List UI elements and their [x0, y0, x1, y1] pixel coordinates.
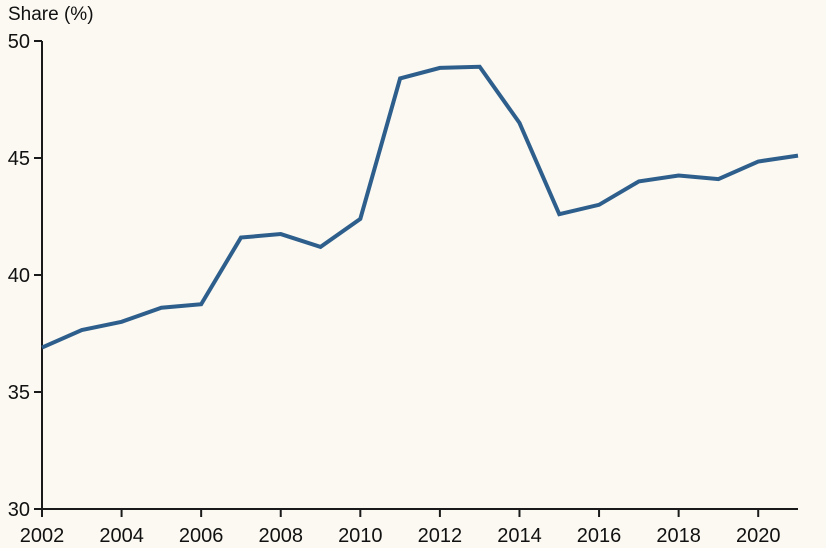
- x-tick-label: 2006: [179, 525, 224, 547]
- x-tick-label: 2018: [656, 525, 701, 547]
- x-tick-label: 2020: [736, 525, 781, 547]
- x-tick-label: 2004: [99, 525, 144, 547]
- x-tick-label: 2010: [338, 525, 383, 547]
- x-tick-label: 2014: [497, 525, 542, 547]
- x-tick-label: 2002: [20, 525, 65, 547]
- x-tick-label: 2016: [577, 525, 622, 547]
- data-line: [41, 64, 799, 350]
- y-tick-label: 45: [8, 148, 30, 170]
- y-tick-label: 35: [8, 382, 30, 404]
- x-tick-label: 2008: [258, 525, 303, 547]
- y-tick-label: 30: [8, 499, 30, 521]
- y-tick-label: 40: [8, 265, 30, 287]
- y-tick-label: 50: [8, 31, 30, 53]
- chart-title: Share (%): [8, 4, 94, 25]
- x-tick-label: 2012: [418, 525, 463, 547]
